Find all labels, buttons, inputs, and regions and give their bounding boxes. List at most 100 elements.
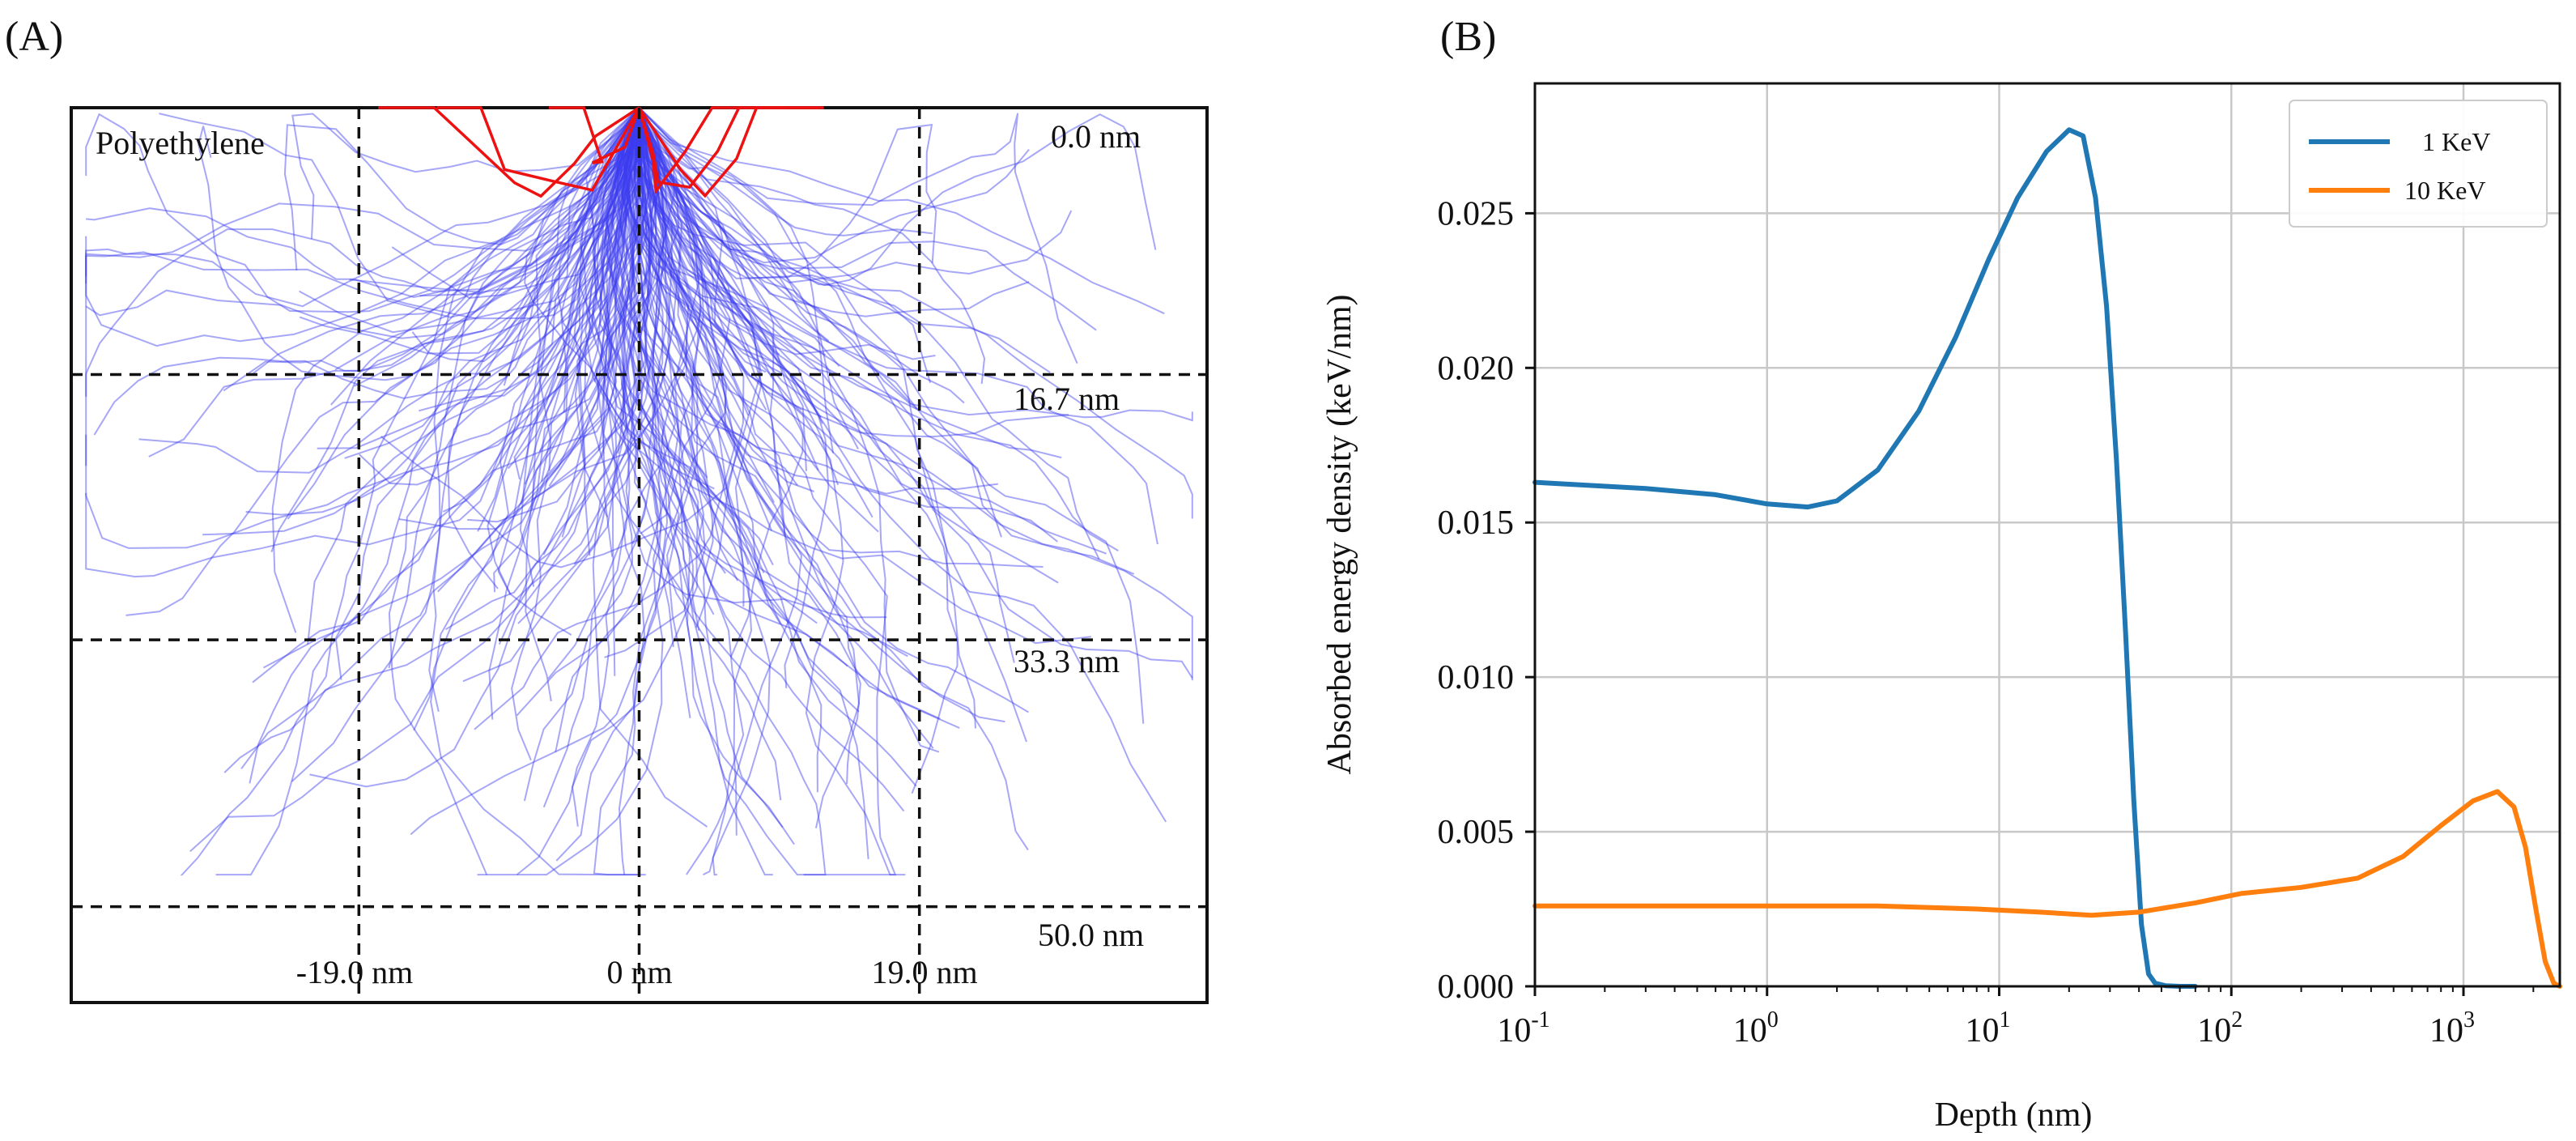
- electron-track: [299, 107, 640, 334]
- electron-track: [638, 107, 1145, 724]
- electron-track: [628, 107, 1044, 568]
- electron-track: [531, 107, 640, 509]
- electron-track: [638, 107, 936, 360]
- electron-track: [334, 107, 655, 680]
- electron-track: [616, 107, 775, 503]
- electron-track: [538, 107, 653, 452]
- electron-track: [629, 107, 1029, 713]
- electron-track: [493, 107, 661, 593]
- electron-track: [85, 107, 640, 313]
- electron-track: [488, 107, 640, 720]
- electron-track: [411, 107, 640, 363]
- electron-track: [638, 107, 937, 279]
- electron-track: [638, 107, 780, 355]
- electron-track: [138, 107, 640, 474]
- electron-track: [633, 107, 861, 785]
- electron-track: [638, 107, 934, 749]
- y-tick-label-0: 0.000: [1438, 969, 1515, 1006]
- legend-box: [2289, 100, 2548, 228]
- electron-track: [240, 107, 680, 769]
- electron-track: [283, 107, 640, 270]
- electron-track: [619, 107, 782, 801]
- electron-track: [605, 107, 689, 601]
- electron-track: [555, 107, 680, 862]
- electron-track: [85, 107, 642, 277]
- plot-series: [1532, 127, 2562, 989]
- electron-track: [638, 107, 1027, 743]
- electron-track: [638, 107, 1002, 538]
- electron-track: [519, 107, 640, 587]
- electron-track: [638, 107, 1030, 317]
- electron-track: [603, 107, 726, 574]
- electron-track: [638, 107, 1193, 422]
- electron-track: [638, 107, 1165, 315]
- electron-track: [287, 107, 651, 520]
- electron-tracks: [85, 107, 1193, 876]
- electron-track: [638, 107, 1051, 373]
- electron-track: [388, 107, 640, 669]
- x-tick-label-3: 102: [2197, 1007, 2242, 1049]
- electron-track: [638, 107, 795, 845]
- electron-track: [629, 107, 891, 875]
- y-tick-label-4: 0.020: [1438, 350, 1515, 387]
- electron-track: [638, 108, 765, 573]
- electron-track: [444, 107, 647, 631]
- electron-track: [497, 107, 645, 595]
- depth-label-0: 0.0 nm: [1051, 118, 1141, 155]
- electron-track: [85, 107, 640, 397]
- electron-track: [638, 107, 763, 607]
- electron-track: [638, 107, 940, 753]
- panel-a-label: (A): [5, 14, 63, 60]
- electron-track: [252, 107, 675, 683]
- electron-track: [638, 107, 874, 518]
- electron-track: [344, 107, 640, 459]
- electron-track: [291, 107, 640, 782]
- electron-track: [525, 107, 640, 702]
- electron-track: [637, 107, 786, 536]
- electron-track: [638, 107, 879, 533]
- backscattered-track: [637, 106, 824, 189]
- electron-track: [430, 107, 640, 876]
- electron-track: [631, 107, 932, 383]
- electron-track: [638, 107, 1058, 543]
- electron-track: [557, 107, 917, 787]
- electron-track: [638, 107, 823, 419]
- electron-track: [600, 107, 640, 676]
- electron-track: [638, 107, 827, 356]
- electron-track: [428, 107, 640, 713]
- electron-track: [638, 107, 859, 449]
- electron-track: [638, 107, 1062, 459]
- electron-track: [516, 107, 648, 875]
- electron-track: [548, 107, 640, 471]
- electron-track: [524, 107, 640, 485]
- x-label-center: 0 nm: [606, 954, 672, 990]
- electron-track: [638, 107, 835, 453]
- electron-track: [620, 107, 773, 876]
- electron-track: [388, 107, 640, 875]
- electron-track: [638, 107, 897, 876]
- electron-track: [638, 107, 745, 628]
- electron-track: [638, 107, 918, 410]
- series-line-10kev: [1532, 789, 2562, 989]
- y-axis-label: Absorbed energy density (keV/nm): [1321, 295, 1358, 775]
- backscattered-tracks: [378, 106, 824, 198]
- x-label-right: 19.0 nm: [871, 954, 977, 990]
- depth-label-3: 50.0 nm: [1038, 917, 1144, 953]
- electron-track: [520, 107, 648, 505]
- electron-track: [291, 107, 640, 240]
- electron-track: [638, 107, 807, 471]
- electron-track: [620, 107, 745, 876]
- electron-track: [270, 107, 640, 553]
- electron-track: [330, 107, 640, 406]
- electron-track: [638, 107, 753, 836]
- plot-ticks: 10-1 100 101 102 103 0.000 0.005 0.010 0.015 0.02…: [1438, 195, 2535, 1049]
- electron-track: [561, 107, 640, 538]
- electron-track: [85, 107, 640, 549]
- electron-track: [555, 107, 662, 752]
- electron-track: [638, 107, 804, 658]
- trajectory-panel: Polyethylene 0.0 nm 16.7 nm 33.3 nm 50.0…: [70, 106, 1209, 1004]
- x-tick-label-2: 101: [1966, 1007, 2011, 1049]
- electron-track: [263, 107, 640, 669]
- electron-track: [542, 107, 665, 808]
- electron-track: [638, 107, 830, 342]
